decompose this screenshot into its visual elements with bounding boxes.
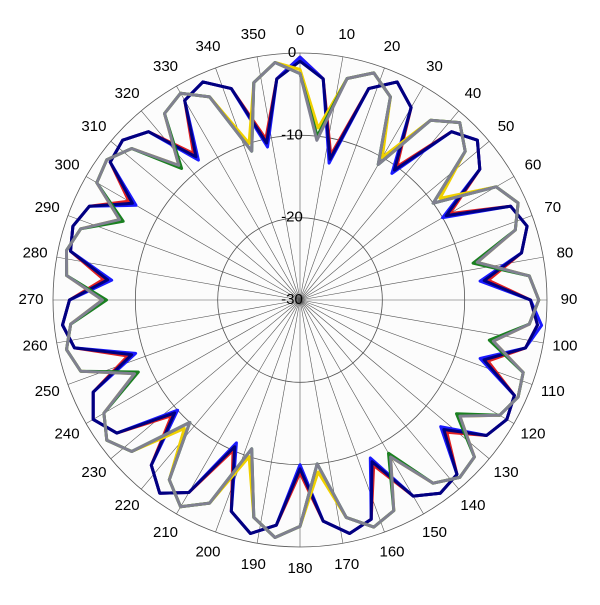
spoke-line [256,299,301,544]
angle-tick-label: 30 [426,58,443,75]
angle-tick-label: 140 [460,497,485,514]
angle-tick-label: 220 [115,497,140,514]
spoke-line [67,215,301,301]
angle-tick-label: 160 [379,544,404,561]
angle-tick-label: 340 [195,38,220,55]
spoke-line [110,141,301,301]
radial-tick-label: -20 [281,209,303,226]
angle-tick-label: 320 [115,85,140,102]
angle-tick-label: 100 [552,338,577,355]
series-line [65,61,541,539]
angle-tick-label: 310 [81,118,106,135]
angle-tick-label: 200 [195,544,220,561]
angle-tick-label: 270 [18,291,43,308]
spoke-line [299,215,533,301]
angle-tick-label: 50 [498,118,515,135]
spoke-line [56,256,301,301]
angle-tick-label: 330 [153,58,178,75]
spoke-line [176,85,301,301]
angle-tick-label: 90 [561,291,578,308]
radial-tick-label: 0 [288,44,296,61]
grid-circle [52,52,548,548]
spoke-line [299,67,385,301]
spoke-line [256,56,301,301]
angle-tick-label: 250 [35,383,60,400]
angle-tick-label: 60 [525,156,542,173]
angle-tick-label: 210 [153,524,178,541]
angle-tick-label: 10 [338,26,355,43]
angle-tick-label: 350 [241,26,266,43]
spoke-line [110,299,301,459]
angle-tick-label: 0 [296,22,304,39]
spoke-line [299,85,424,301]
angle-tick-label: 260 [23,338,48,355]
angle-tick-label: 190 [241,556,266,573]
grid-circle [217,217,383,383]
spoke-line [56,299,301,344]
spoke-line [299,176,515,301]
angle-tick-label: 40 [465,85,482,102]
angle-tick-label: 180 [287,560,312,577]
series-line [61,59,539,535]
spoke-line [85,176,301,301]
angle-tick-label: 130 [494,464,519,481]
radial-tick-label: -30 [281,291,303,308]
spoke-line [141,299,301,490]
angle-tick-label: 290 [35,199,60,216]
spoke-line [299,299,459,490]
angle-tick-label: 110 [541,383,565,400]
angle-tick-label: 240 [55,425,80,442]
angle-tick-label: 170 [334,556,359,573]
spoke-line [215,299,301,533]
angle-tick-label: 120 [520,425,545,442]
spoke-line [299,299,515,424]
angle-tick-label: 230 [81,464,106,481]
angle-tick-label: 80 [557,244,574,261]
radial-tick-label: -10 [281,126,303,143]
angle-tick-label: 280 [23,244,48,261]
spoke-line [176,299,301,515]
angle-tick-label: 150 [422,524,447,541]
spoke-line [299,299,424,515]
spoke-line [85,299,301,424]
angle-tick-label: 300 [55,156,80,173]
spoke-line [215,67,301,301]
series-line [61,55,544,535]
angle-tick-label: 20 [384,38,401,55]
angle-tick-label: 70 [544,199,561,216]
